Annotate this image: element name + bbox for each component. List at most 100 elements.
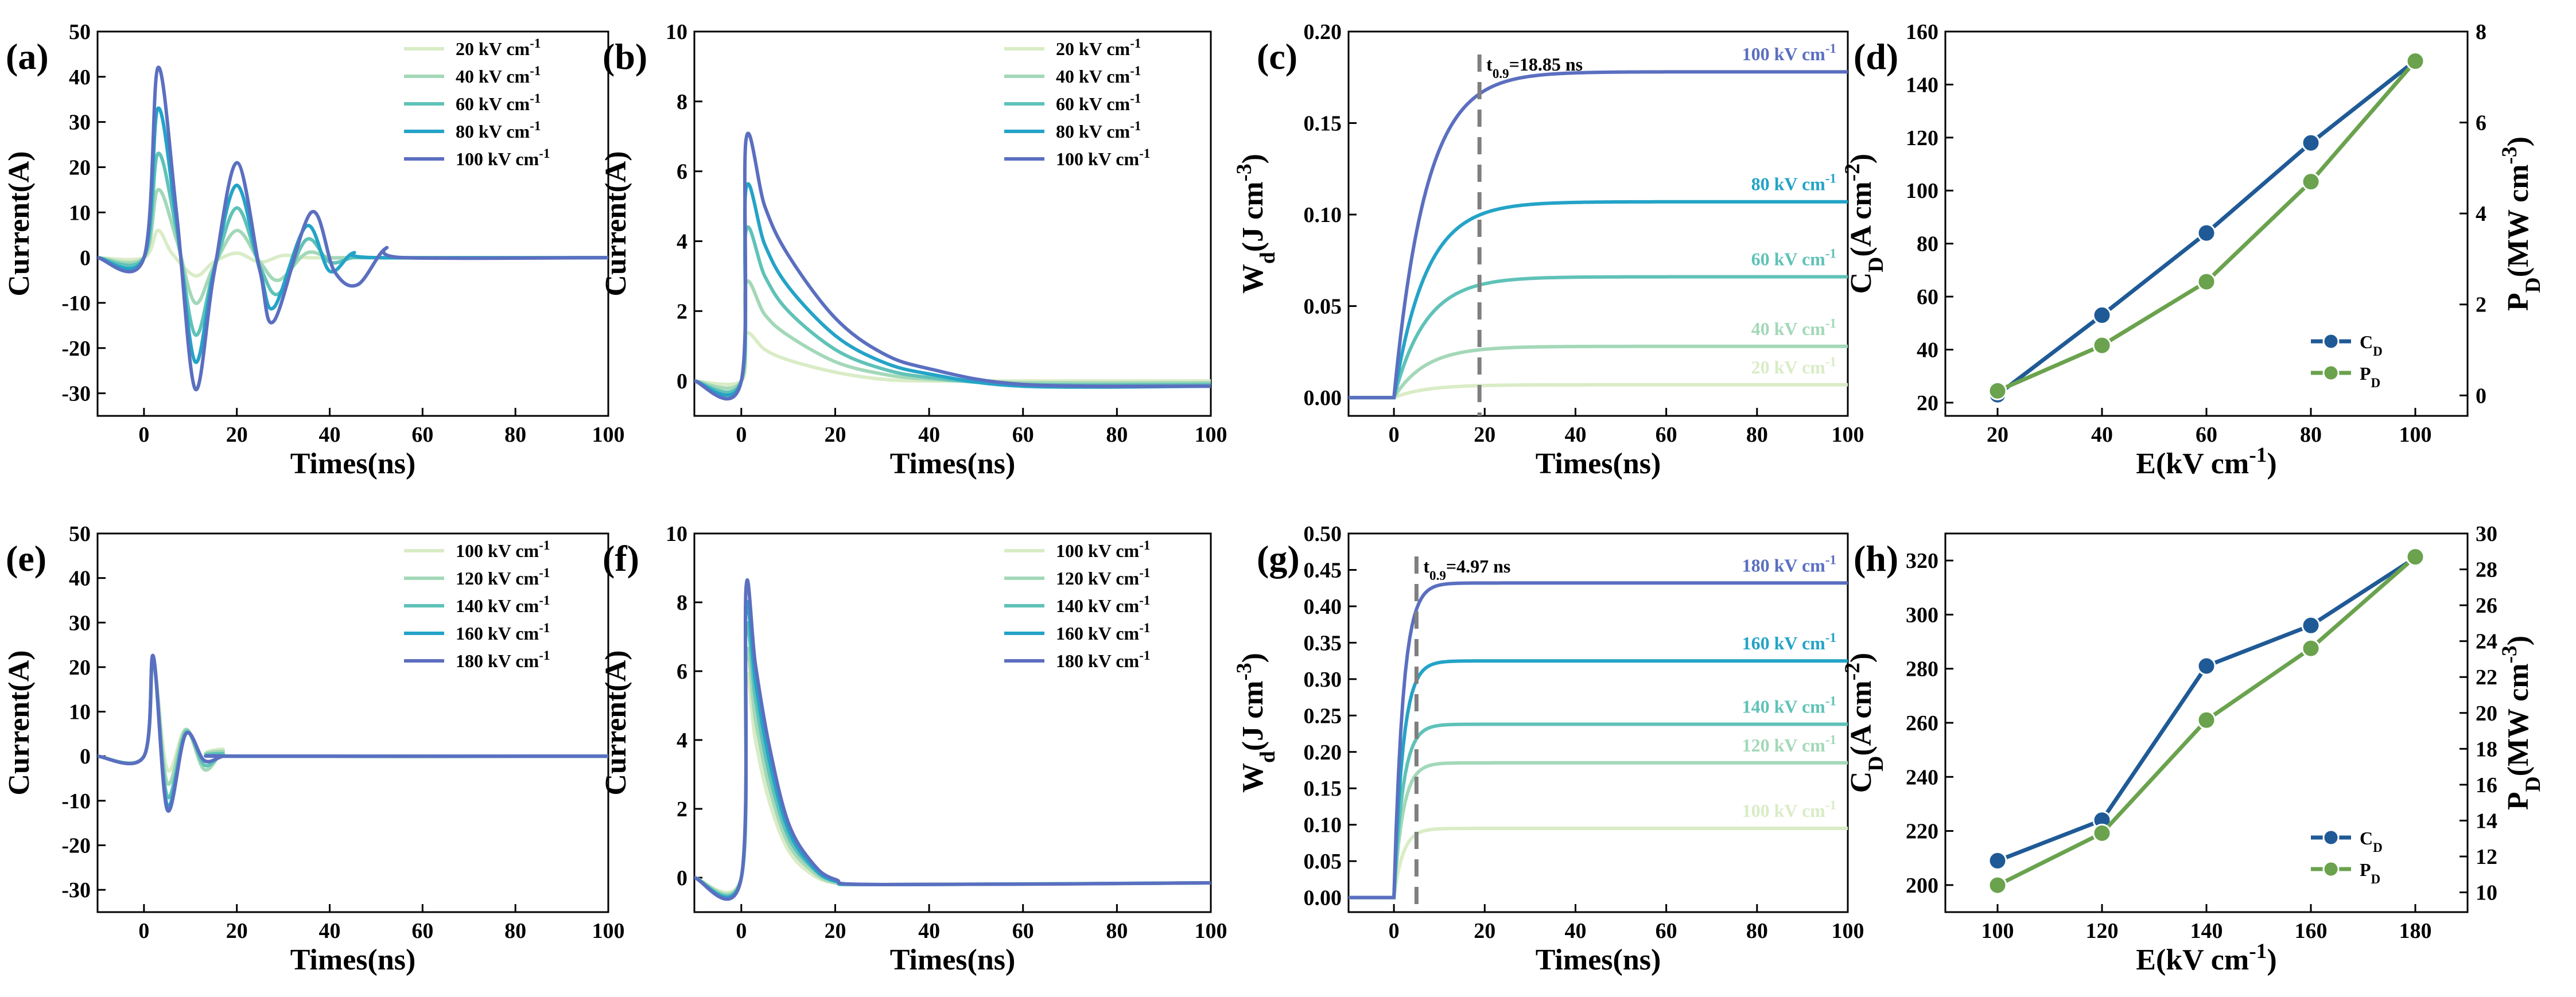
data-point [2406,547,2425,567]
y2-tick-label: 26 [2476,594,2497,618]
y-tick-label: 0 [677,369,687,394]
x-tick-label: 120 [2086,919,2119,943]
y-tick-label: 40 [69,567,91,591]
y2-axis-label: PD(MW cm-3) [2498,137,2545,311]
y-axis-label-part: W [1237,763,1269,793]
data-point [2092,305,2112,325]
legend-label: 180 kV cm-1 [456,648,550,671]
y-tick-label: 0.05 [1304,850,1342,874]
series-end-label-part: 160 kV cm [1742,633,1826,653]
x-tick-label: 40 [2091,423,2113,447]
y-tick-label: 6 [677,660,687,684]
legend-label: 20 kV cm-1 [456,36,541,59]
plot-frame [1347,30,1849,417]
y2-tick-label: 20 [2476,702,2497,726]
legend-label-part: -1 [1130,118,1141,133]
y2-tick-label: 4 [2476,202,2486,226]
x-axis-label-part: Times(ns) [1536,944,1661,976]
panel-h: (h) 100 120 140 160 180 200 220 240 260 280 300 320 E… [1841,522,2545,976]
legend-marker [2322,829,2340,846]
legend-marker [2322,364,2340,381]
y-tick-label: 0.25 [1304,704,1342,728]
y-axis-label-part: ) [1237,653,1269,663]
legend-label-part: 140 kV cm [456,595,539,616]
data-point [2197,710,2216,730]
x-tick-label: 100 [1195,919,1227,943]
x-tick-label: 60 [1012,423,1034,447]
x-axis-label-part: Times(ns) [290,447,416,480]
legend-label-part: D [2371,375,2381,390]
y-tick-label: 0.05 [1304,295,1342,319]
legend-label-part: 180 kV cm [456,651,539,671]
y2-axis-label-part: D [2521,776,2545,792]
x-tick-label: 20 [824,423,846,447]
y-tick-label: 40 [1917,338,1938,362]
series-end-label-part: -1 [1825,630,1836,645]
series-end-label-part: 100 kV cm [1742,44,1826,64]
data-point [1988,381,2007,400]
panel-e: (e) 0 20 40 60 80 100 -30 -20 -10 0 10 20 30 40 50 Times… [3,522,625,976]
y-tick-label: 0 [80,745,91,769]
legend-label-part: -1 [539,538,550,552]
x-axis-label: Times(ns) [890,944,1016,976]
data-point [2301,172,2321,192]
legend-label: PD [2360,859,2380,886]
legend-marker [2322,860,2340,878]
legend-label: 80 kV cm-1 [1056,118,1141,142]
legend-label-part: 160 kV cm [456,623,539,644]
data-point [2092,823,2112,843]
x-tick-label: 0 [1389,423,1400,447]
legend-label: 120 kV cm-1 [1056,565,1150,589]
y-axis-label-part: W [1237,264,1269,294]
y-axis-label-part: ) [1845,653,1878,663]
legend-label: 140 kV cm-1 [1056,593,1150,616]
t09-annotation-part: 0.9 [1429,568,1446,583]
x-tick-label: 20 [1474,919,1495,943]
legend-label-part: D [2373,344,2383,359]
x-tick-label: 80 [504,423,526,447]
legend-label: 100 kV cm-1 [456,538,550,561]
y-axis-label: Current(A) [3,151,36,296]
x-axis-label-part: Times(ns) [1536,447,1661,480]
y2-axis-label-part: P [2502,293,2535,311]
legend-label-part: -1 [539,146,550,161]
y-tick-label: 20 [69,155,91,180]
series-end-label-part: -1 [1825,797,1836,812]
y-axis-label: Wd(J cm-3) [1233,154,1280,294]
x-tick-label: 100 [592,423,625,447]
y-tick-label: 0.15 [1304,112,1342,136]
legend-label-part: 180 kV cm [1056,651,1140,671]
data-point [2301,133,2321,153]
legend-label: 40 kV cm-1 [1056,63,1141,87]
legend-label: CD [2360,828,2383,855]
y-axis-label: Wd(J cm-3) [1233,653,1280,793]
y-tick-label: 140 [1906,73,1938,97]
y2-tick-label: 6 [2476,111,2486,135]
y2-tick-label: 18 [2476,737,2497,761]
series-line [694,599,1211,899]
x-axis-label: Times(ns) [890,447,1016,480]
series-end-label: 20 kV cm-1 [1751,354,1836,377]
y-axis-label: Current(A) [600,151,632,296]
legend-label-part: -1 [1139,648,1150,663]
data-point [2197,656,2216,676]
x-axis-label: Times(ns) [1536,447,1661,480]
legend-label-part: 60 kV cm [456,94,530,114]
series-line [97,106,609,364]
y-tick-label: 20 [1917,391,1938,415]
y-tick-label: 40 [69,65,91,89]
legend-label-part: 40 kV cm [1056,66,1130,87]
series-line [97,661,609,786]
y-axis-label-part: C [1845,272,1878,294]
y2-tick-label: 14 [2476,809,2497,833]
plot-frame [693,532,1212,913]
x-tick-label: 60 [1656,423,1677,447]
x-tick-label: 80 [1746,919,1768,943]
legend-marker [2322,333,2340,350]
x-axis-label: Times(ns) [290,447,416,480]
y-axis-label-part: (A cm [1845,680,1878,755]
x-tick-label: 0 [736,423,747,447]
y-tick-label: 80 [1917,232,1938,256]
y2-axis-label-part: -3 [2498,146,2521,164]
y-tick-label: 320 [1906,549,1938,573]
